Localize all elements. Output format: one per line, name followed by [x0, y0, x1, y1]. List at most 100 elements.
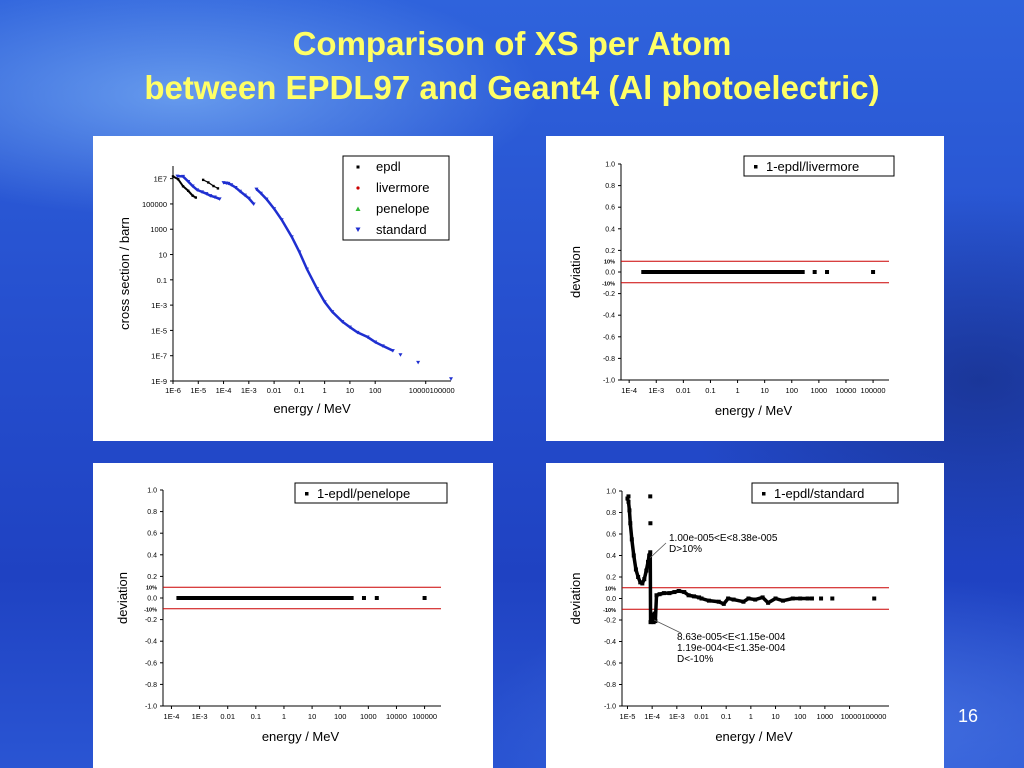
- penelope-deviation-chart-panel: 1.0 0.8 0.6 0.4 0.2 0.0 -0.2 -0.4 -0.6 -0.8 -1.0 10…: [93, 463, 493, 768]
- legend-box: [294, 482, 448, 504]
- epdl-data-point: [176, 178, 180, 181]
- y-tick-label: -0.4: [603, 313, 615, 320]
- deviation-data-point: [648, 494, 653, 499]
- deviation-data-point: [631, 553, 636, 558]
- y-tick-label: 1E-5: [151, 326, 167, 335]
- standard-data-point: [264, 197, 269, 202]
- y-tick-label: 0.8: [606, 510, 616, 517]
- y-tick-label: 1E-7: [151, 352, 167, 361]
- deviation-data-point: [798, 596, 803, 601]
- x-tick-label: 1: [749, 712, 753, 721]
- y-axis-label: deviation: [115, 572, 130, 624]
- y-axis-label: cross section / barn: [117, 217, 132, 330]
- x-tick-label: 1E-5: [620, 712, 636, 721]
- legend-marker: [762, 492, 766, 496]
- standard-data-point: [304, 267, 309, 272]
- x-tick-label: 10: [346, 386, 354, 395]
- x-tick-label: 1: [323, 386, 327, 395]
- deviation-data-point: [760, 595, 765, 600]
- x-tick-label: 100: [794, 712, 807, 721]
- annotation-leader-line: [653, 619, 682, 634]
- slide-title-line-2: between EPDL97 and Geant4 (Al photoelect…: [144, 69, 880, 106]
- standard-data-point: [330, 310, 335, 314]
- threshold-label: -10%: [144, 607, 157, 613]
- y-tick-label: -1.0: [603, 378, 615, 385]
- standard-data-point: [233, 185, 238, 190]
- x-tick-label: 0.01: [676, 386, 691, 395]
- cross-section-chart: 1E-6 1E-5 1E-4 1E-3 0.01 0.1 1 10 100 10000100000…: [117, 155, 455, 416]
- legend-marker-standard: [355, 227, 361, 232]
- livermore-deviation-chart: 1.00.80.60.40.20.0-0.2-0.4-0.6-0.8-1.010…: [568, 155, 895, 418]
- epdl-series-line: [202, 179, 219, 189]
- y-axis-label: deviation: [568, 246, 583, 298]
- y-tick-label: 0.6: [147, 531, 157, 538]
- standard-data-point: [272, 207, 277, 211]
- y-tick-label: 0.0: [147, 596, 157, 603]
- annotation-leader-line: [649, 542, 667, 558]
- standard-data-point: [279, 218, 284, 222]
- deviation-data-point: [661, 591, 666, 596]
- x-tick-label: 0.01: [267, 386, 282, 395]
- standard-data-point: [208, 194, 213, 198]
- deviation-data-point: [626, 494, 631, 499]
- y-tick-label: -0.4: [145, 639, 157, 646]
- slide-title-line-1: Comparison of XS per Atom: [292, 25, 732, 62]
- deviation-data-point: [809, 596, 814, 601]
- x-tick-label: 0.01: [694, 712, 709, 721]
- y-tick-label: 0.4: [606, 553, 616, 560]
- x-tick-label: 1E-3: [241, 386, 257, 395]
- y-tick-label: 0.6: [605, 205, 615, 212]
- deviation-data-point: [652, 616, 657, 621]
- threshold-label: 10%: [146, 586, 157, 592]
- deviation-data-point: [361, 596, 366, 600]
- y-tick-label: 0.8: [605, 183, 615, 190]
- deviation-data-point: [706, 598, 711, 603]
- standard-data-point: [347, 325, 352, 330]
- y-tick-label: 1E-3: [151, 301, 167, 310]
- deviation-data-point: [667, 591, 672, 596]
- legend: 1-epdl/livermore: [743, 155, 895, 177]
- deviation-data-point: [647, 553, 652, 558]
- y-tick-label: 0.2: [147, 574, 157, 581]
- deviation-data-point: [676, 588, 681, 593]
- y-tick-label: 0.4: [147, 552, 157, 559]
- legend-marker: [754, 165, 758, 169]
- x-tick-label: 100000: [412, 712, 437, 721]
- threshold-label: -10%: [602, 281, 615, 287]
- y-tick-label: 0.8: [147, 509, 157, 516]
- standard-data-point: [190, 184, 195, 189]
- deviation-data-point: [819, 596, 824, 601]
- x-tick-label: 0.01: [220, 712, 235, 721]
- y-tick-label: -0.8: [604, 682, 616, 689]
- legend-label-livermore: livermore: [376, 180, 429, 195]
- slide-page-number: 16: [957, 706, 979, 726]
- y-tick-label: 100000: [142, 200, 167, 209]
- x-tick-label: 0.1: [705, 386, 715, 395]
- deviation-data-point: [741, 599, 746, 604]
- y-tick-label: -0.8: [603, 356, 615, 363]
- y-tick-label: -1.0: [145, 704, 157, 711]
- x-axis-label: energy / MeV: [715, 403, 793, 418]
- deviation-data-point: [766, 600, 771, 605]
- annotation-text: 1.19e-004<E<1.35e-004: [677, 643, 786, 654]
- x-tick-label: 1E-4: [644, 712, 660, 721]
- x-tick-label: 10000100000: [409, 386, 455, 395]
- deviation-data-point: [825, 270, 830, 274]
- epdl-data-point: [171, 175, 175, 178]
- x-tick-label: 10000: [836, 386, 857, 395]
- standard-data-point: [246, 196, 251, 201]
- x-tick-label: 10000: [386, 712, 407, 721]
- standard-data-point: [416, 360, 421, 365]
- y-tick-label: -0.2: [604, 618, 616, 625]
- annotation-text: 8.63e-005<E<1.15e-004: [677, 632, 786, 643]
- x-tick-label: 1E-3: [648, 386, 664, 395]
- y-tick-label: 0.1: [157, 276, 167, 285]
- x-tick-label: 100000: [861, 386, 886, 395]
- standard-data-point: [365, 335, 370, 340]
- legend: 1-epdl/penelope: [294, 482, 448, 504]
- deviation-data-point: [652, 611, 657, 616]
- y-tick-label: 0.0: [606, 596, 616, 603]
- deviation-data-point: [648, 550, 653, 555]
- legend-box: [751, 482, 899, 504]
- legend-label: 1-epdl/standard: [774, 486, 864, 501]
